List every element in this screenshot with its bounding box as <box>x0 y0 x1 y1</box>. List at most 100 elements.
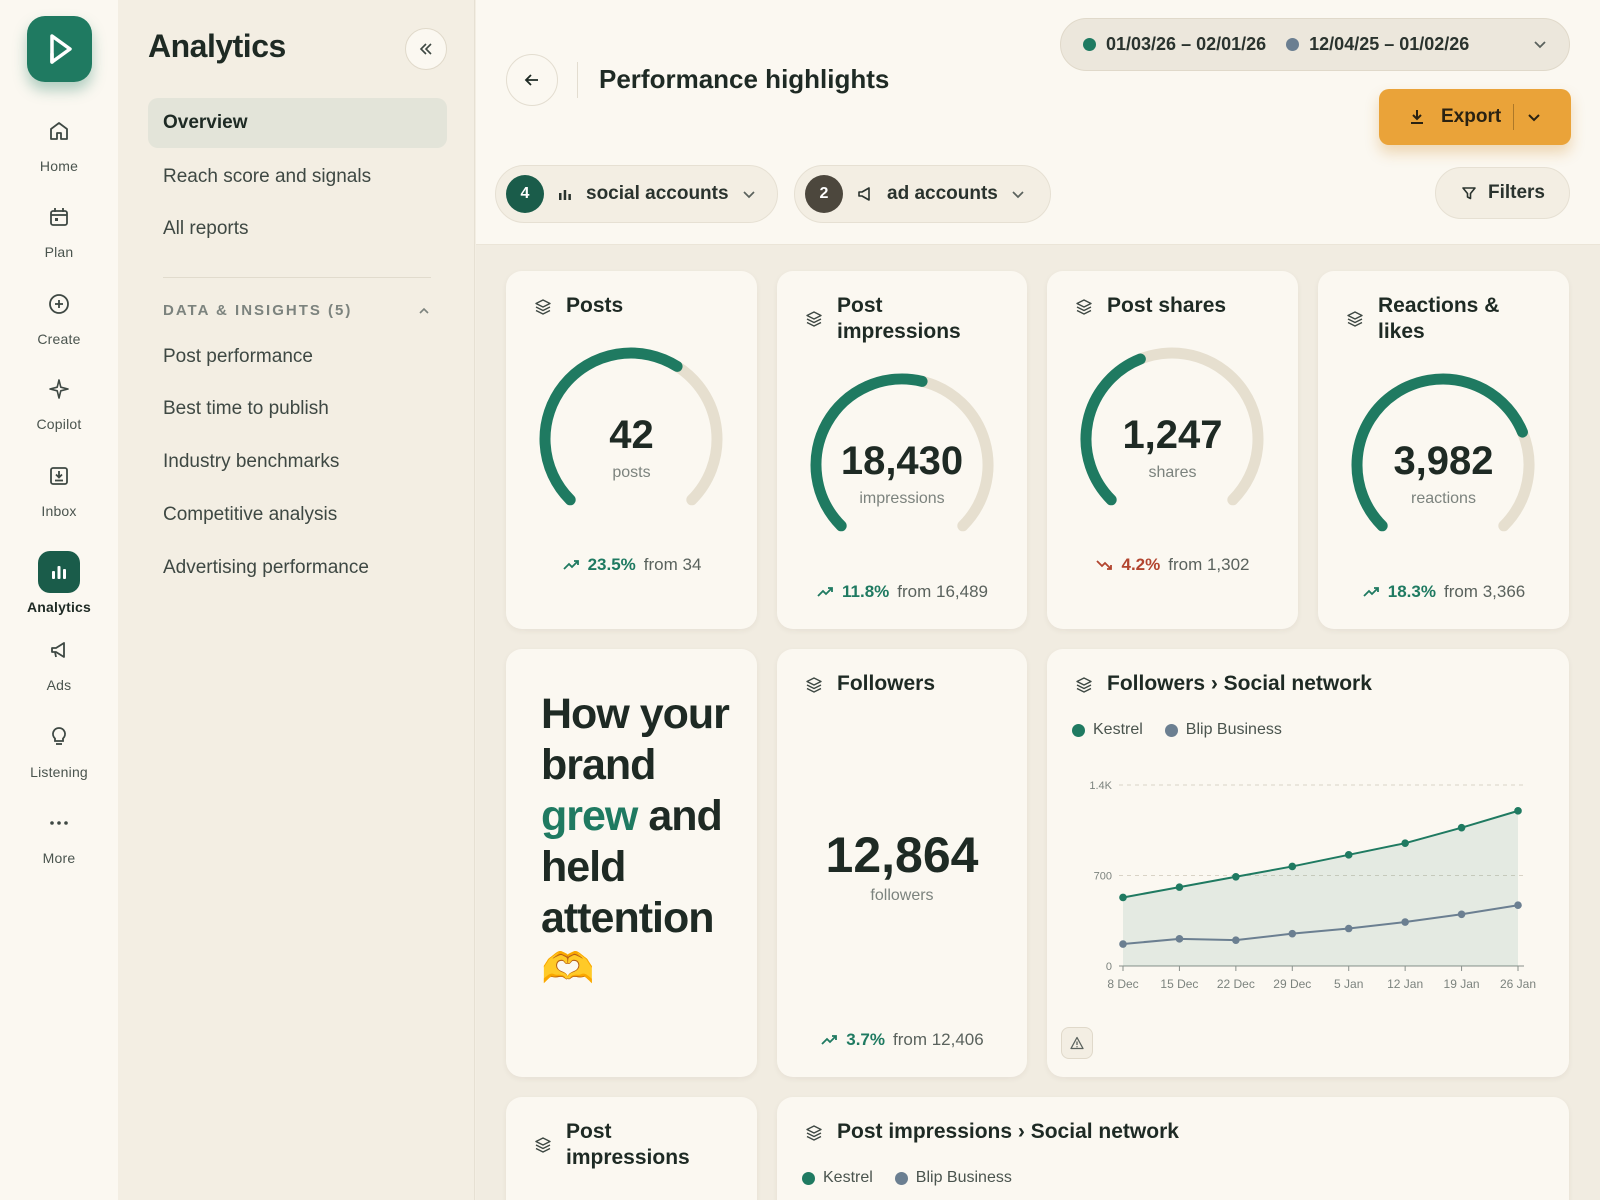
followers-area-chart: 0 700 1.4K 8 Dec 15 Dec 22 Dec 29 Dec 5 Jan 12 J… <box>1089 780 1536 989</box>
layers-icon <box>535 1137 551 1153</box>
data-point <box>1457 910 1466 919</box>
sidebar-item-reach-score[interactable]: Reach score and signals <box>163 166 372 187</box>
ad-accounts-selector[interactable]: 2 ad accounts <box>794 165 1051 223</box>
metric-title: Post shares <box>1107 294 1227 317</box>
rail-item-inbox[interactable]: Inbox <box>0 455 118 519</box>
arrow-left-icon <box>524 74 538 86</box>
followers-trend: 3.7% from 12,406 <box>777 1030 1027 1050</box>
sidebar-item-competitive-analysis[interactable]: Competitive analysis <box>163 504 338 525</box>
trend-up-icon <box>821 1035 838 1045</box>
date-range-picker[interactable]: 01/03/26 – 02/01/26 12/04/25 – 01/02/26 <box>1060 18 1570 71</box>
trend-up-icon <box>817 587 833 597</box>
data-point <box>1119 893 1127 902</box>
legend-item-kestrel[interactable]: Kestrel <box>1072 721 1143 739</box>
rail-label: Copilot <box>36 416 82 432</box>
x-tick-label: 15 Dec <box>1160 977 1198 989</box>
sidebar-title: Analytics <box>148 28 286 64</box>
impressions-network-card: Post impressions › Social network Kestre… <box>777 1097 1569 1200</box>
legend-label: Kestrel <box>1093 721 1143 738</box>
megaphone-icon <box>858 187 870 201</box>
gauge-fill <box>539 347 683 506</box>
followers-network-card: Followers › Social network Kestrel Blip … <box>1047 649 1569 1077</box>
sidebar-item-post-performance[interactable]: Post performance <box>163 346 313 367</box>
rail-item-ads[interactable]: Ads <box>0 629 118 693</box>
social-accounts-selector[interactable]: 4 social accounts <box>495 165 778 223</box>
rail-label: Listening <box>30 764 88 780</box>
legend-item-kestrel[interactable]: Kestrel <box>802 1169 873 1187</box>
followers-previous: from 12,406 <box>893 1030 984 1049</box>
sidebar-item-overview[interactable]: Overview <box>148 98 447 148</box>
main-content: Performance highlights 01/03/26 – 02/01/… <box>476 0 1600 1200</box>
metric-change: 18.3% <box>1387 582 1436 601</box>
story-text-2: and held attention <box>541 792 723 942</box>
rail-label: Create <box>37 331 81 347</box>
rail-item-more[interactable]: More <box>0 802 118 866</box>
heart-hands-icon: 🫶 <box>541 945 595 993</box>
metric-previous: from 3,366 <box>1443 582 1526 601</box>
followers-value: 12,864 <box>825 827 979 883</box>
filters-button[interactable]: Filters <box>1435 167 1570 219</box>
social-accounts-label: social accounts <box>586 183 729 204</box>
trend-up-icon <box>1363 587 1379 597</box>
posts-gauge <box>539 347 723 506</box>
sidebar-item-industry-benchmarks[interactable]: Industry benchmarks <box>163 451 340 472</box>
chart-legend: Kestrel Blip Business <box>802 1169 1012 1187</box>
gauge-track <box>1134 347 1264 506</box>
metric-unit: shares <box>1148 464 1197 481</box>
legend-label: Kestrel <box>823 1169 873 1186</box>
chevron-down-icon[interactable] <box>1526 109 1542 125</box>
rail-item-create[interactable]: Create <box>0 283 118 347</box>
compare-date-range: 12/04/25 – 01/02/26 <box>1309 34 1470 54</box>
metric-value: 42 <box>609 413 654 457</box>
bar-chart-icon <box>559 190 571 200</box>
chart-legend: Kestrel Blip Business <box>1072 721 1282 739</box>
card-title: Post impressions <box>566 1120 690 1169</box>
logo-play-icon <box>49 34 72 64</box>
data-point <box>1401 839 1409 847</box>
y-tick-label: 0 <box>1106 961 1112 973</box>
sidebar-item-advertising-performance[interactable]: Advertising performance <box>163 557 369 578</box>
sidebar-item-best-time[interactable]: Best time to publish <box>163 398 329 419</box>
rail-item-listening[interactable]: Listening <box>0 716 118 780</box>
legend-item-blip-business[interactable]: Blip Business <box>894 1169 1012 1187</box>
layers-icon <box>1076 299 1092 315</box>
legend-dot <box>894 1171 908 1185</box>
sidebar-divider <box>163 277 431 278</box>
shares-gauge <box>1080 347 1264 506</box>
x-tick-label: 5 Jan <box>1334 977 1363 989</box>
chevron-down-icon <box>742 191 755 199</box>
metric-change: 4.2% <box>1121 555 1161 574</box>
rail-item-plan[interactable]: Plan <box>0 196 118 260</box>
legend-label: Blip Business <box>915 1169 1012 1186</box>
rail-item-copilot[interactable]: Copilot <box>0 368 118 432</box>
data-insights-section-toggle[interactable]: DATA & INSIGHTS (5) <box>163 302 431 319</box>
inbox-icon <box>38 455 80 497</box>
rail-label: Analytics <box>26 599 92 615</box>
rail-item-analytics[interactable]: Analytics <box>0 551 118 615</box>
data-point <box>1457 823 1466 832</box>
data-warning-button[interactable] <box>1061 1027 1093 1059</box>
legend-item-blip-business[interactable]: Blip Business <box>1164 721 1282 739</box>
rail-item-home[interactable]: Home <box>0 110 118 174</box>
data-point <box>1401 918 1409 926</box>
x-tick-label: 29 Dec <box>1273 977 1311 989</box>
export-button[interactable]: Export <box>1379 89 1571 145</box>
rail-label: Plan <box>44 244 74 260</box>
metric-unit: reactions <box>1411 490 1476 507</box>
download-icon <box>1411 110 1423 124</box>
metric-previous: from 1,302 <box>1168 555 1250 574</box>
sidebar-item-all-reports[interactable]: All reports <box>163 218 249 239</box>
impressions-gauge <box>810 373 994 532</box>
back-button[interactable] <box>506 54 558 106</box>
posts-metric-card: Posts 42 posts 23.5% from 34 <box>506 271 757 629</box>
section-title: DATA & INSIGHTS (5) <box>163 302 353 319</box>
collapse-sidebar-button[interactable] <box>405 28 447 70</box>
followers-change: 3.7% <box>846 1030 885 1049</box>
metric-trend: 11.8% from 16,489 <box>777 582 1027 602</box>
data-point <box>1288 929 1297 938</box>
legend-dot <box>802 1171 815 1185</box>
home-icon <box>38 110 80 152</box>
app-logo[interactable] <box>27 16 92 82</box>
trend-up-icon <box>562 560 579 570</box>
metric-value: 3,982 <box>1393 439 1494 483</box>
